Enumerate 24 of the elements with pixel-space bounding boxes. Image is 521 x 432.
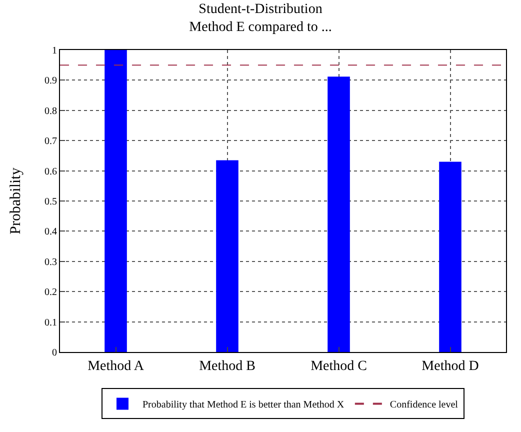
bar: [216, 160, 238, 352]
y-tick-label: 0.6: [44, 166, 57, 178]
x-tick-label: Method A: [88, 358, 145, 374]
y-tick-label: 0.4: [44, 226, 57, 238]
y-axis-title: Probability: [8, 167, 24, 234]
bar: [328, 76, 350, 352]
bar: [104, 50, 127, 352]
bar: [439, 162, 462, 352]
y-tick-label: 0.3: [44, 256, 57, 268]
y-tick-label: 0.2: [44, 287, 57, 298]
x-tick-label: Method B: [199, 358, 256, 374]
y-tick-label: 0.1: [44, 317, 57, 328]
y-tick-label: 0: [52, 348, 57, 358]
y-tick-label: 0.9: [44, 76, 57, 87]
y-tick-label: 1: [52, 46, 57, 56]
y-tick-label: 0.7: [44, 136, 57, 148]
y-tick-label: 0.5: [44, 196, 57, 208]
legend-label: Probability that Method E is better than Method X: [142, 400, 345, 411]
x-tick-label: Method C: [310, 358, 367, 374]
chart-subtitle: Method E compared to ...: [189, 20, 332, 36]
x-tick-label: Method D: [422, 358, 479, 374]
y-tick-label: 0.8: [44, 106, 57, 117]
chart-title: Student-t-Distribution: [198, 2, 322, 17]
legend-label: Confidence level: [390, 400, 458, 411]
